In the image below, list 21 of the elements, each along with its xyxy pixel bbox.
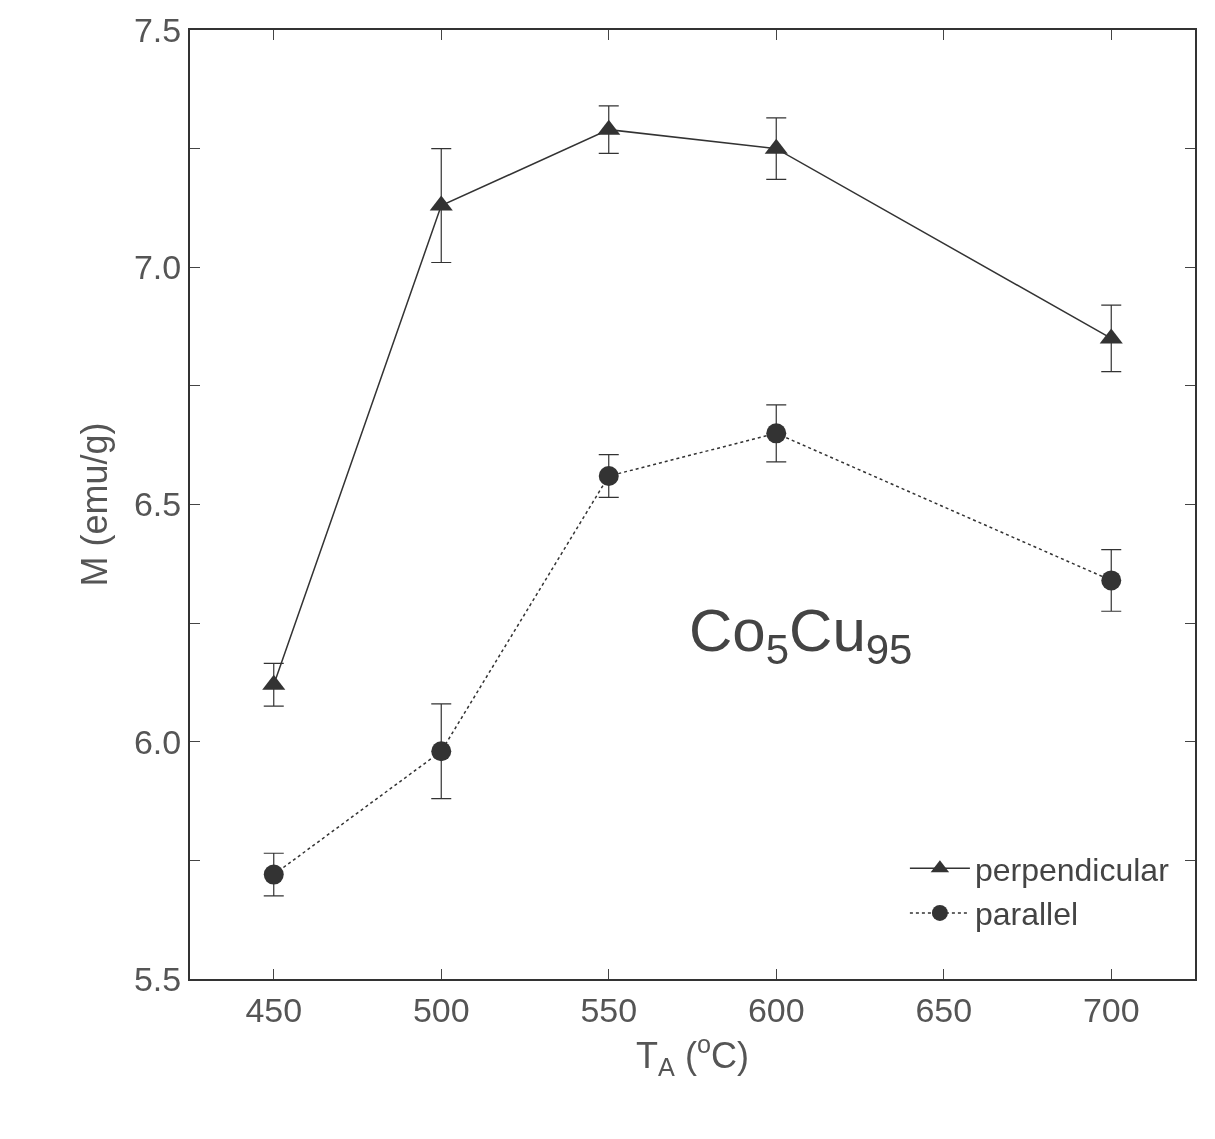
point bbox=[263, 864, 284, 885]
x-tick-label: 500 bbox=[412, 990, 470, 1029]
point bbox=[1101, 570, 1122, 591]
annotation: Co$_{5}$Cu$_{95}$ bbox=[689, 597, 913, 673]
y-tick-label: 6.0 bbox=[133, 722, 182, 761]
y-tick-label: 7.5 bbox=[133, 10, 182, 49]
x-tick-label: 550 bbox=[580, 990, 638, 1029]
y-axis-title: M (emu/g) bbox=[74, 422, 116, 587]
legend-label: parallel bbox=[974, 896, 1079, 933]
point bbox=[766, 423, 787, 444]
x-tick-label: 450 bbox=[245, 990, 303, 1029]
point bbox=[431, 741, 452, 762]
y-tick-label: 6.5 bbox=[133, 485, 182, 524]
x-tick-label: 650 bbox=[915, 990, 973, 1029]
y-tick-label: 7.0 bbox=[133, 248, 182, 287]
x-axis-title: T$_{A}$ ($^{o}$C) bbox=[636, 1029, 749, 1081]
point bbox=[598, 466, 619, 487]
x-tick-label: 700 bbox=[1082, 990, 1140, 1029]
y-tick-label: 5.5 bbox=[133, 959, 182, 998]
x-tick-label: 600 bbox=[747, 990, 805, 1029]
legend-label: perpendicular bbox=[974, 851, 1170, 888]
